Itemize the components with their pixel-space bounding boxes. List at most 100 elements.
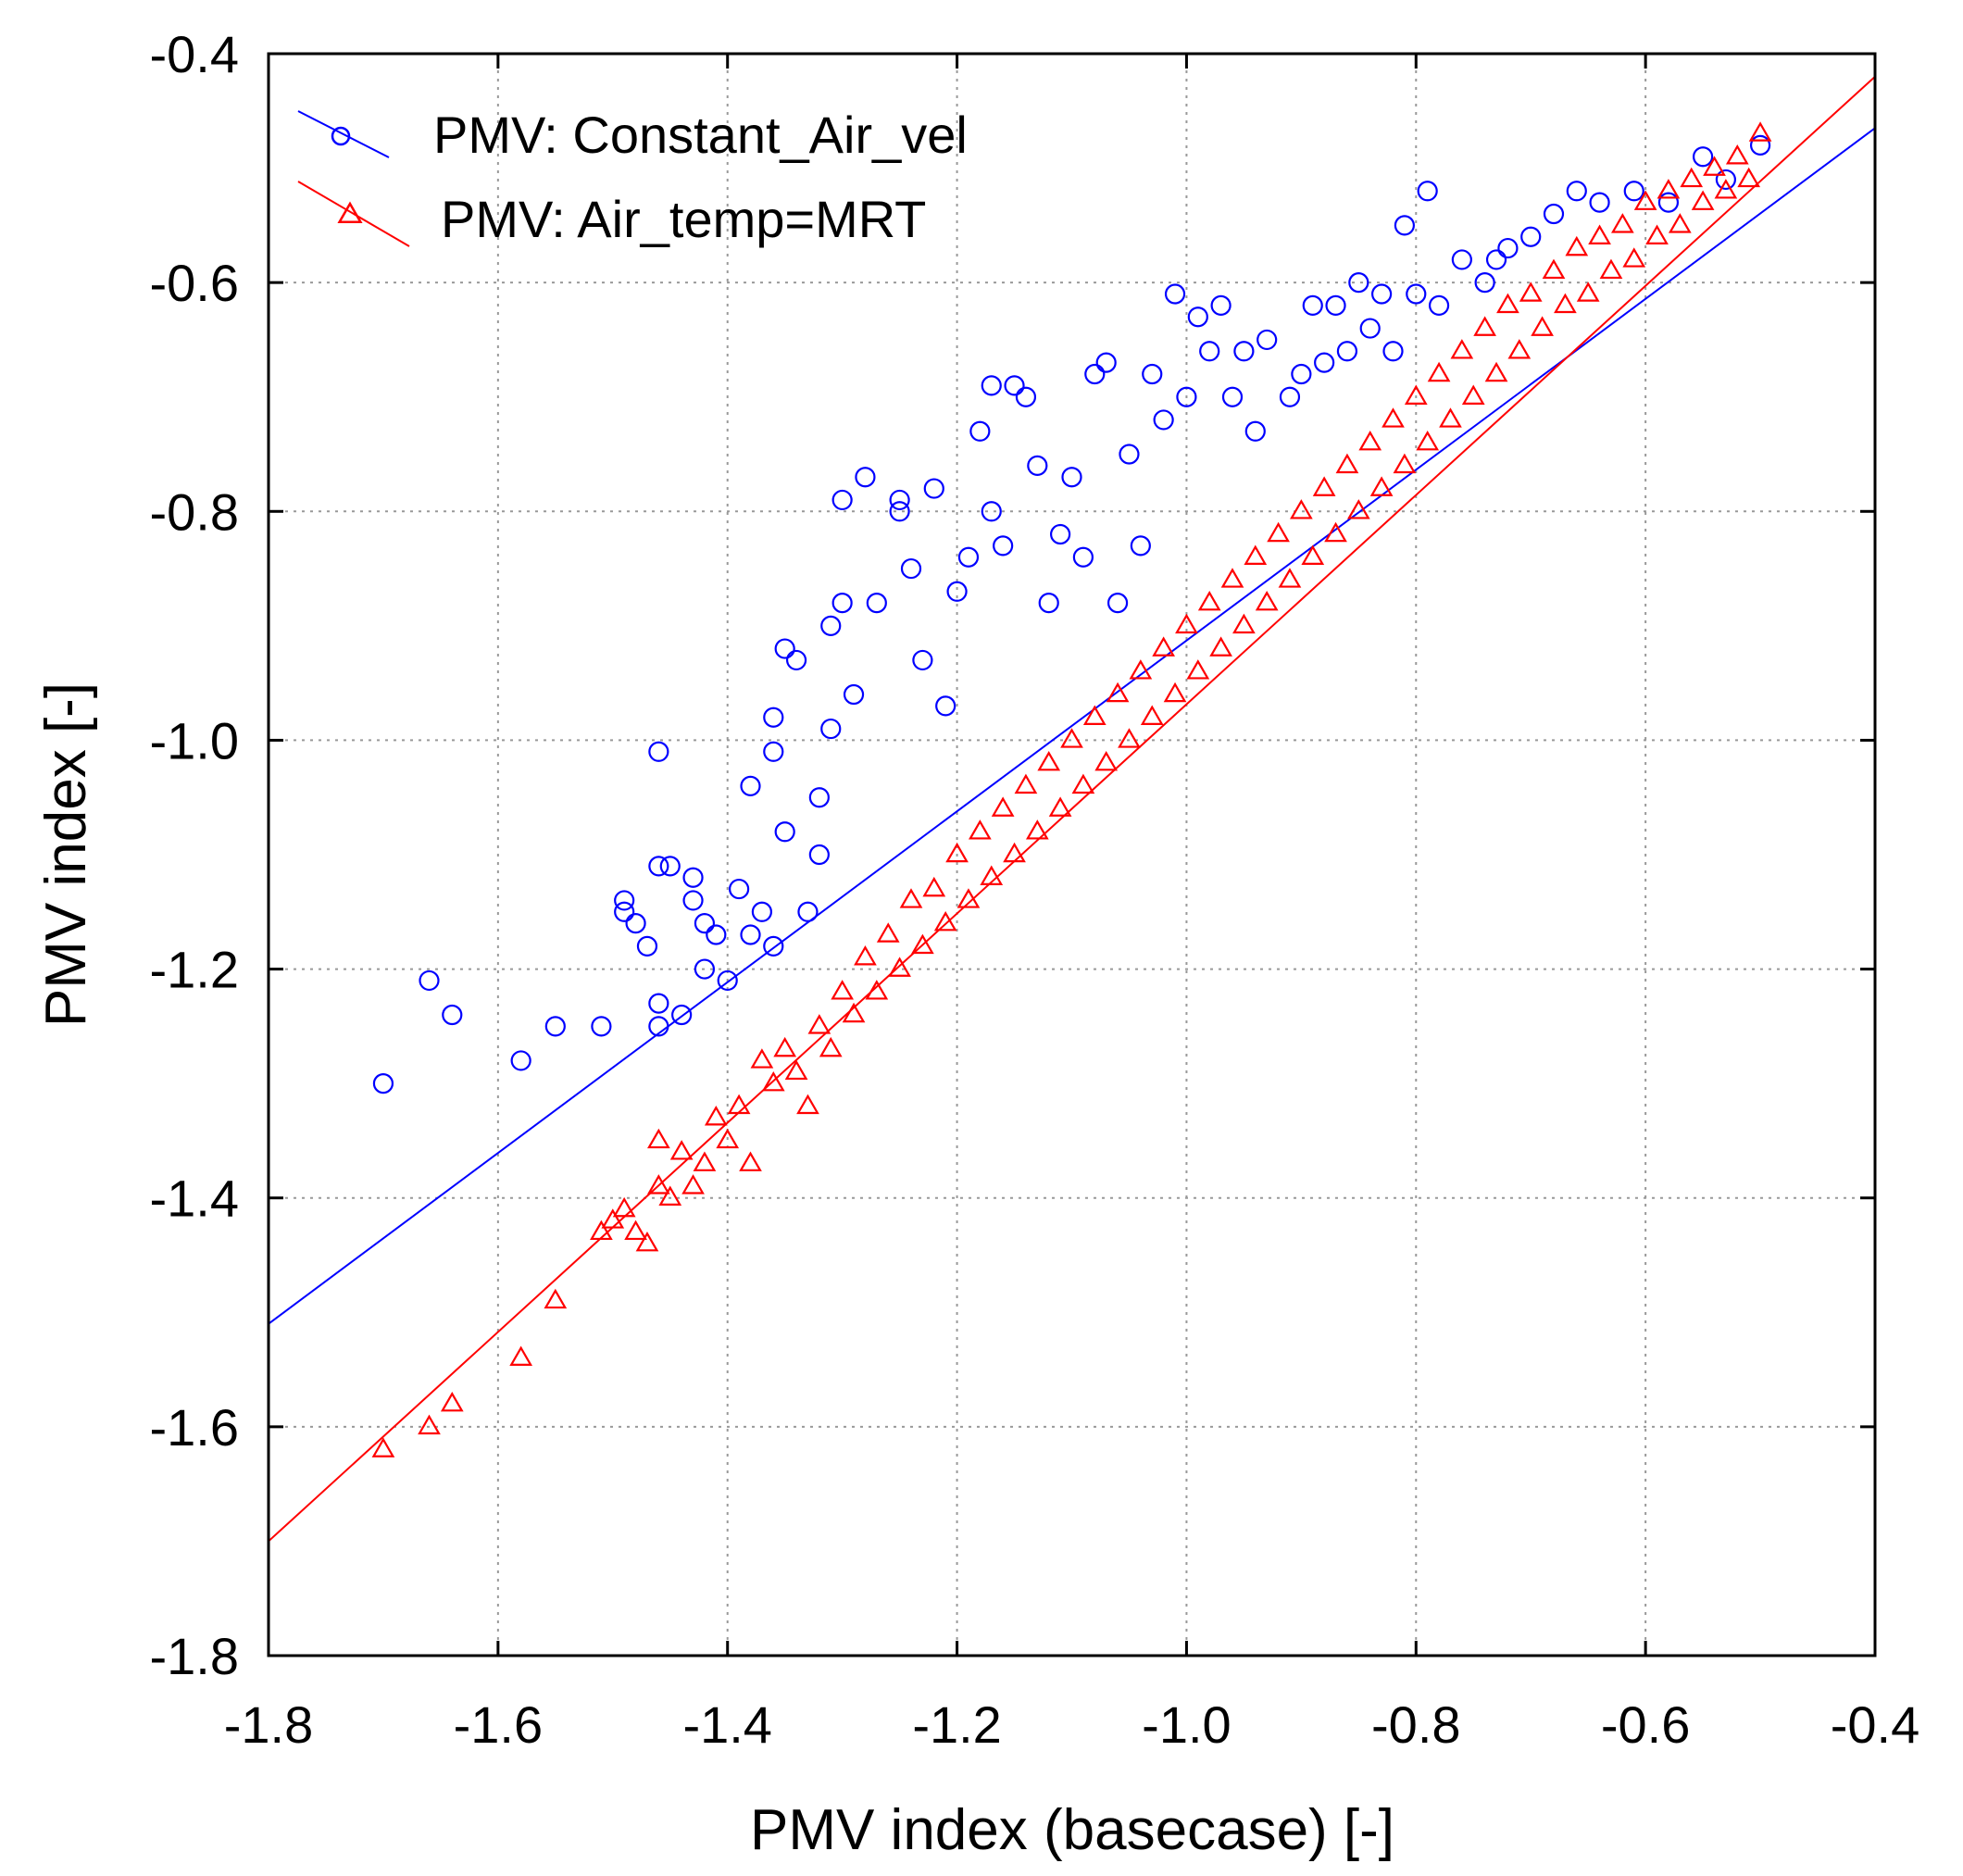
point-air-temp-mrt [1565,235,1589,256]
point-constant-air-vel [1314,352,1335,373]
point-constant-air-vel [729,878,750,900]
point-constant-air-vel [740,924,761,945]
point-air-temp-mrt [1324,521,1347,543]
point-constant-air-vel [912,649,933,671]
point-air-temp-mrt [1725,144,1749,165]
point-air-temp-mrt [876,922,900,943]
point-air-temp-mrt [1129,659,1153,680]
point-air-temp-mrt [418,1414,441,1435]
point-air-temp-mrt [1140,705,1164,725]
point-air-temp-mrt [647,1128,670,1149]
point-constant-air-vel [1623,181,1644,202]
point-air-temp-mrt [669,1140,694,1160]
plot-frame [267,52,1877,1657]
point-air-temp-mrt [624,1219,647,1241]
point-air-temp-mrt [1657,179,1681,199]
point-constant-air-vel [1543,203,1565,225]
point-constant-air-vel [763,741,784,762]
point-constant-air-vel [1474,272,1495,294]
point-constant-air-vel [1199,341,1220,362]
point-constant-air-vel [694,958,716,980]
point-constant-air-vel [1428,294,1450,316]
y-axis-title: PMV index [-] [34,682,98,1027]
point-constant-air-vel [740,775,761,796]
y-tick-label: -0.8 [150,482,240,541]
point-constant-air-vel [1015,386,1037,407]
point-air-temp-mrt [1025,819,1049,840]
point-constant-air-vel [1715,169,1736,191]
point-constant-air-vel [671,1004,693,1026]
point-air-temp-mrt [1748,121,1772,142]
y-tick-label: -1.4 [150,1169,240,1228]
point-air-temp-mrt [601,1208,625,1229]
point-constant-air-vel [1359,318,1381,339]
data-points [371,121,1772,1457]
legend: PMV: Constant_Air_vel PMV: Air_temp=MRT [297,106,968,248]
point-constant-air-vel [1589,192,1610,213]
point-air-temp-mrt [796,1094,819,1115]
point-constant-air-vel [442,1004,463,1026]
point-constant-air-vel [797,901,819,922]
point-air-temp-mrt [1071,773,1095,794]
point-constant-air-vel [785,649,807,671]
point-air-temp-mrt [969,819,992,840]
point-constant-air-vel [1394,215,1415,236]
x-tick-label: -1.6 [454,1695,544,1754]
point-constant-air-vel [1451,249,1472,270]
fit-line-0 [268,127,1876,1325]
point-constant-air-vel [957,546,980,568]
point-air-temp-mrt [1346,499,1370,519]
point-air-temp-mrt [1244,544,1268,565]
point-air-temp-mrt [750,1048,774,1069]
point-constant-air-vel [706,924,727,945]
point-constant-air-vel [372,1073,394,1094]
point-constant-air-vel [763,707,784,728]
point-air-temp-mrt [1220,568,1244,588]
point-constant-air-vel [808,787,830,808]
point-constant-air-vel [1187,306,1208,328]
point-air-temp-mrt [1152,636,1175,657]
point-constant-air-vel [1027,455,1048,476]
point-constant-air-vel [923,478,944,499]
point-constant-air-vel [820,718,842,740]
point-air-temp-mrt [1599,258,1623,280]
point-constant-air-vel [889,489,910,511]
y-tick-label: -0.6 [150,254,240,312]
point-constant-air-vel [648,856,669,877]
legend-label-air-temp-mrt: PMV: Air_temp=MRT [441,190,926,248]
point-air-temp-mrt [1118,728,1141,748]
point-air-temp-mrt [1531,316,1554,336]
fit-lines [268,75,1876,1543]
point-air-temp-mrt [647,1174,670,1194]
point-air-temp-mrt [761,1070,785,1092]
point-air-temp-mrt [1312,476,1336,496]
point-air-temp-mrt [1290,499,1313,519]
point-air-temp-mrt [371,1437,395,1457]
point-constant-air-vel [774,821,795,843]
point-air-temp-mrt [1450,339,1474,359]
x-tick-label: -1.2 [912,1695,1002,1754]
point-air-temp-mrt [1611,213,1634,233]
point-constant-air-vel [900,557,922,580]
point-air-temp-mrt [784,1059,808,1081]
point-constant-air-vel [1325,294,1346,316]
point-air-temp-mrt [716,1128,740,1149]
point-constant-air-vel [544,1016,566,1037]
point-constant-air-vel [1107,593,1129,614]
point-air-temp-mrt [1703,156,1726,176]
point-constant-air-vel [866,593,887,614]
point-constant-air-vel [682,867,704,888]
point-constant-air-vel [1095,352,1117,373]
point-air-temp-mrt [1416,430,1440,451]
point-air-temp-mrt [681,1174,705,1194]
point-air-temp-mrt [704,1106,728,1126]
point-air-temp-mrt [888,957,911,977]
point-constant-air-vel [1693,146,1714,168]
point-constant-air-vel [1566,181,1587,202]
point-air-temp-mrt [1393,453,1417,474]
point-air-temp-mrt [1358,430,1382,451]
point-air-temp-mrt [854,945,877,966]
point-constant-air-vel [1417,181,1438,202]
point-constant-air-vel [1497,237,1519,259]
